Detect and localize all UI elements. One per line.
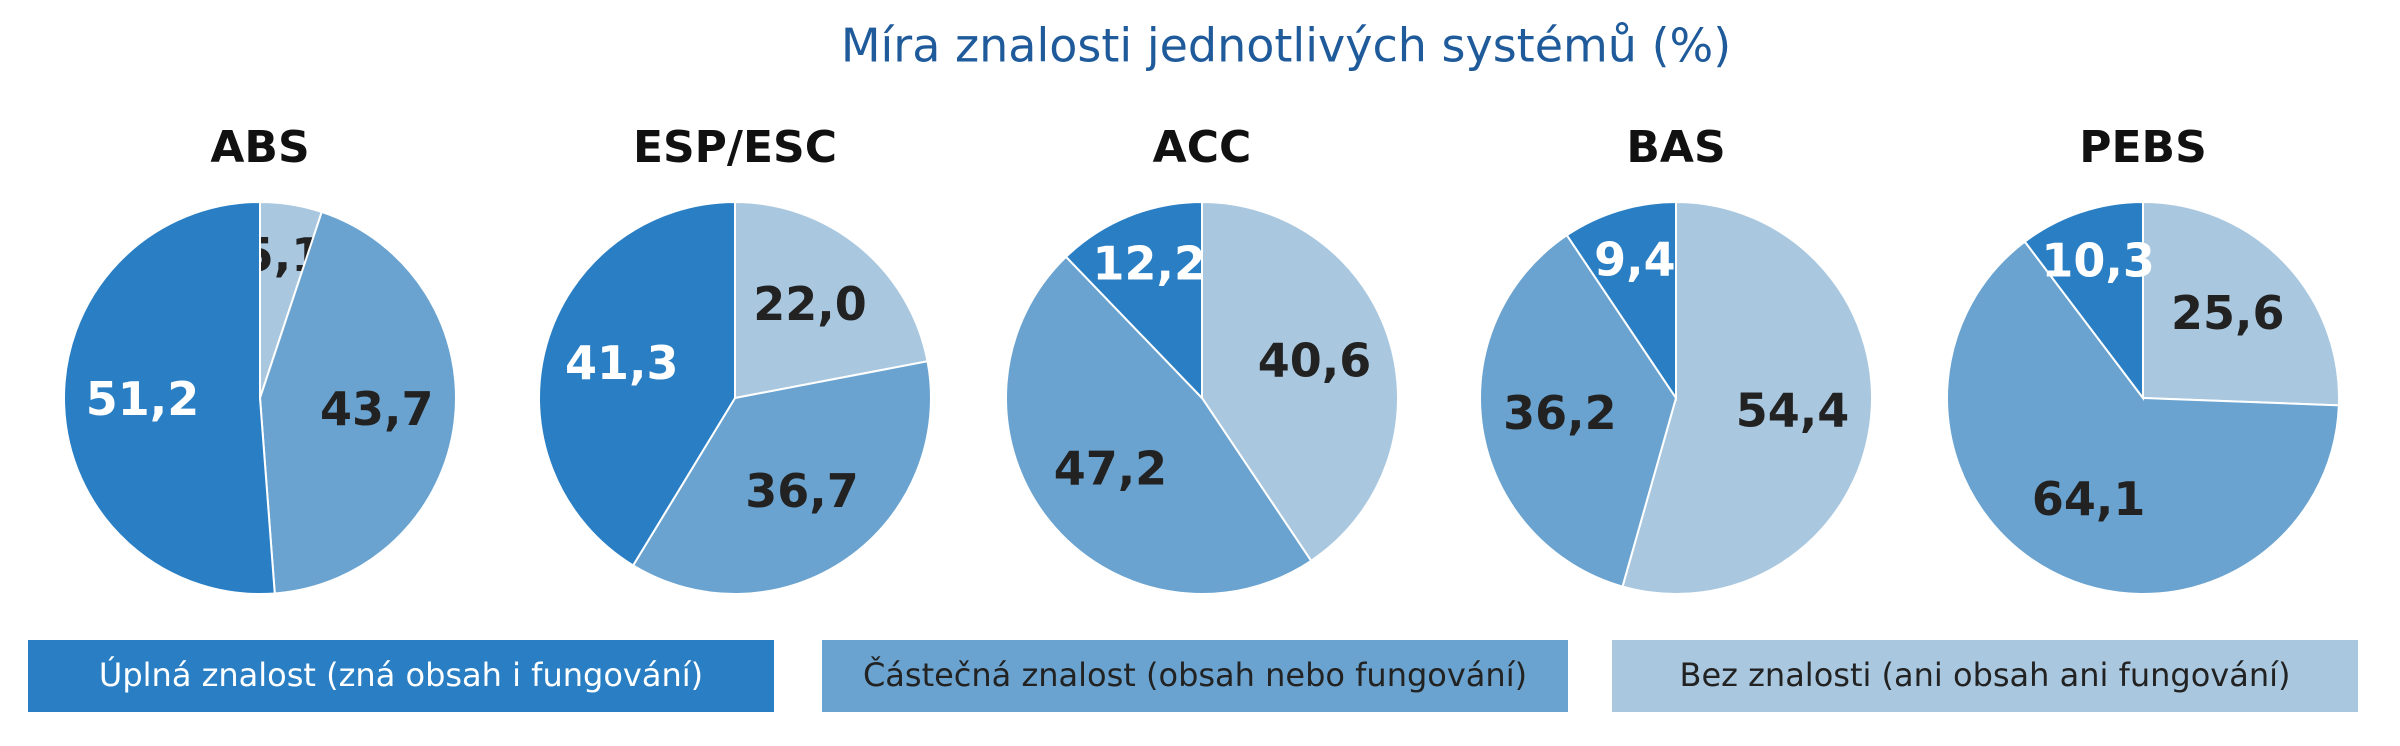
pie-title: ABS (210, 122, 309, 173)
data-label: 25,6 (2171, 286, 2285, 340)
pie-slice (1479, 233, 1678, 588)
data-label: 40,6 (1258, 333, 1372, 387)
legend-label: Bez znalosti (ani obsah ani fungování) (1680, 656, 2291, 694)
legend-swatch (28, 640, 774, 712)
data-label: 47,2 (1054, 441, 1168, 495)
pie-slice (538, 200, 736, 567)
legend-label: Úplná znalost (zná obsah i fungování) (99, 655, 703, 694)
pie-slice (1621, 200, 1873, 595)
data-label: 9,4 (1594, 232, 1676, 286)
pie-slice (1201, 200, 1399, 563)
pie-slice (1064, 200, 1203, 401)
pie-slice (1005, 255, 1313, 596)
data-label: 10,3 (2041, 234, 2155, 288)
pie-slice (734, 200, 929, 400)
data-label: 51,2 (86, 372, 200, 426)
pie-slice (258, 210, 457, 595)
data-label: 41,3 (565, 336, 679, 390)
pie-title: BAS (1626, 122, 1725, 173)
chart-title: Míra znalosti jednotlivých systémů (%) (841, 19, 1731, 73)
data-label: 43,7 (320, 382, 434, 436)
pie-slice (63, 200, 276, 595)
pie-title: PEBS (2079, 122, 2207, 173)
pie-slice (1565, 200, 1677, 402)
legend-swatch (1612, 640, 2358, 712)
data-label: 36,2 (1503, 386, 1617, 440)
data-label: 12,2 (1092, 237, 1206, 291)
data-label: 22,0 (753, 277, 867, 331)
pie-title: ACC (1153, 122, 1252, 173)
pie-slice (1946, 240, 2340, 595)
pie-title: ESP/ESC (633, 122, 837, 173)
legend-label: Částečná znalost (obsah nebo fungování) (863, 655, 1527, 694)
pie-slice (2023, 200, 2144, 401)
data-label: 36,7 (745, 464, 859, 518)
pie-slice (2142, 200, 2340, 407)
pie-slice (631, 360, 932, 595)
data-label: 64,1 (2032, 472, 2146, 526)
data-label: 54,4 (1736, 384, 1850, 438)
legend-swatch (822, 640, 1568, 712)
